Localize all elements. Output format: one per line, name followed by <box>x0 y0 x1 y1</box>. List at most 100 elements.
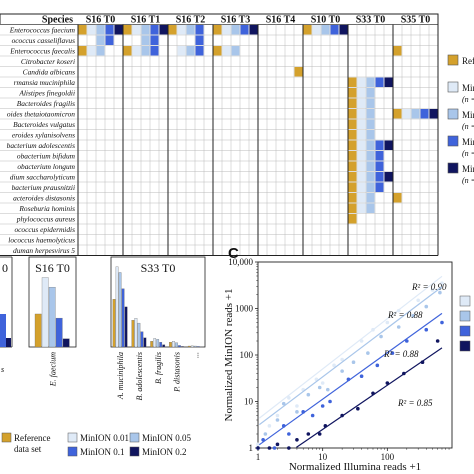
y-tick-label: 1000 <box>235 304 254 314</box>
heatmap-cell <box>357 140 366 150</box>
heatmap-cell <box>357 172 366 182</box>
scatter-legend-swatch <box>459 295 471 307</box>
scatter-legend-swatch <box>459 325 471 337</box>
y-axis-label: Normalized MinION reads +1 <box>223 289 235 422</box>
bar-category-label: ... <box>191 352 200 358</box>
scatter-point <box>424 304 429 309</box>
scatter-point <box>411 313 415 318</box>
heatmap-cell <box>105 25 114 35</box>
r2-label: R² = 0.88 <box>383 349 419 359</box>
bar <box>134 318 138 348</box>
heatmap-cell <box>402 109 411 119</box>
heatmap-cell <box>186 25 195 35</box>
heatmap-cell <box>366 77 375 87</box>
heatmap-header-col: S16 T3 <box>221 15 251 26</box>
heatmap-cell <box>348 161 357 171</box>
scatter-point <box>323 424 328 428</box>
heatmap-cell <box>195 46 204 56</box>
bar <box>118 272 122 348</box>
scatter-point <box>440 320 444 325</box>
heatmap-legend-text: Ref <box>462 56 474 66</box>
heatmap-cell <box>240 25 249 35</box>
heatmap-cell <box>393 109 402 119</box>
heatmap-cell <box>384 140 393 150</box>
scatter-point <box>261 438 265 442</box>
bar <box>162 344 166 348</box>
scatter-point <box>256 446 260 450</box>
scatter-legend-swatch <box>459 340 471 352</box>
heatmap-cell <box>375 172 384 182</box>
heatmap-cell <box>357 182 366 192</box>
heatmap-legend-sub: (n = <box>462 122 474 131</box>
scatter-point <box>396 325 401 329</box>
heatmap-row-label: ococcus casseliflavus <box>12 36 76 45</box>
heatmap-row-label: Candida albicans <box>23 68 75 77</box>
heatmap-cell <box>348 182 357 192</box>
heatmap-cell <box>375 77 384 87</box>
heatmap-cell <box>168 25 177 35</box>
heatmap-cell <box>348 140 357 150</box>
scatter-point <box>430 288 435 292</box>
heatmap-cell <box>366 182 375 192</box>
legend-swatch <box>67 432 78 443</box>
heatmap-cell <box>366 119 375 129</box>
heatmap-cell <box>141 46 150 56</box>
heatmap-legend-text: Min <box>462 83 474 93</box>
heatmap-cell <box>366 193 375 203</box>
bar <box>190 345 194 348</box>
scatter-point <box>351 360 356 365</box>
heatmap-panel: Species S16 T0 S16 T1 S16 T2 S16 T3 S16 T4 S10… <box>0 13 474 256</box>
heatmap-cell <box>213 46 222 56</box>
heatmap-cell <box>348 77 357 87</box>
heatmap-cell <box>348 98 357 108</box>
heatmap-cell <box>357 109 366 119</box>
s33-bar-chart: S33 T0 A. muciniphila B. adolescentis B. fr… <box>110 256 206 400</box>
legend-label: MinION 0.2 <box>142 447 187 457</box>
heatmap-legend-text: Min <box>462 110 474 120</box>
heatmap-legend-swatch <box>447 108 459 120</box>
scatter-point <box>328 399 332 404</box>
scatter-point <box>366 351 370 355</box>
heatmap-row-label: obacterium longum <box>17 162 75 171</box>
scatter-point <box>281 401 286 406</box>
s16-bar-chart: S16 T0 E. faecium <box>28 256 77 387</box>
scatter-point <box>301 410 306 414</box>
heatmap-cell <box>132 25 141 35</box>
heatmap-header-col: S35 T0 <box>401 15 431 26</box>
bar <box>131 320 135 348</box>
scatter-point <box>275 442 280 447</box>
heatmap-cell <box>150 25 159 35</box>
heatmap-cell <box>366 98 375 108</box>
bar <box>178 345 181 348</box>
scatter-point <box>272 446 277 450</box>
r2-label: R² = 0.88 <box>387 310 423 320</box>
heatmap-header-col: S16 T0 <box>86 15 116 26</box>
legend-label: MinION 0.1 <box>80 447 125 457</box>
y-tick-label: 1 <box>249 443 254 453</box>
heatmap-cell <box>141 35 150 45</box>
fit-line <box>259 312 443 446</box>
heatmap-cell <box>294 67 303 77</box>
r2-label: R² = 0.90 <box>411 282 447 292</box>
bar <box>172 341 175 348</box>
heatmap-cell <box>393 193 402 203</box>
heatmap-cell <box>249 25 258 35</box>
scatter-point <box>379 334 383 339</box>
scatter-point <box>281 424 286 428</box>
legend-swatch <box>129 446 140 457</box>
heatmap-cell <box>114 25 123 35</box>
bar <box>143 337 147 348</box>
heatmap-cell <box>123 46 132 56</box>
bar <box>196 346 200 348</box>
heatmap-cell <box>348 151 357 161</box>
scatter-point <box>267 424 272 428</box>
bar-category-label: B. fragilis <box>154 352 163 384</box>
heatmap-header-species: Species <box>42 15 73 26</box>
scatter-point <box>267 446 272 450</box>
heatmap-row-label: oides thetaiotaomicron <box>7 110 75 119</box>
scatter-point <box>340 413 344 418</box>
heatmap-cell <box>348 203 357 213</box>
scatter-point <box>310 413 315 418</box>
heatmap-cell <box>141 25 150 35</box>
